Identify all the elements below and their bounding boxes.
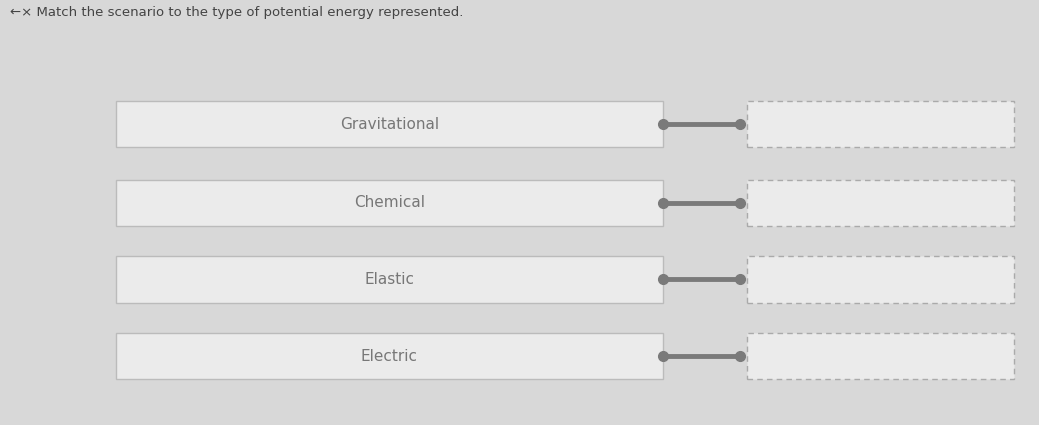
- Bar: [747, 256, 1014, 303]
- Text: Electric: Electric: [361, 349, 418, 364]
- Bar: [747, 101, 1014, 147]
- Bar: [115, 333, 664, 380]
- Text: Chemical: Chemical: [354, 195, 425, 210]
- Text: Gravitational: Gravitational: [340, 117, 439, 132]
- Text: ←× Match the scenario to the type of potential energy represented.: ←× Match the scenario to the type of pot…: [10, 6, 463, 20]
- Bar: [747, 179, 1014, 226]
- Bar: [115, 256, 664, 303]
- Text: Elastic: Elastic: [365, 272, 415, 287]
- Bar: [115, 179, 664, 226]
- Bar: [115, 101, 664, 147]
- Bar: [747, 333, 1014, 380]
